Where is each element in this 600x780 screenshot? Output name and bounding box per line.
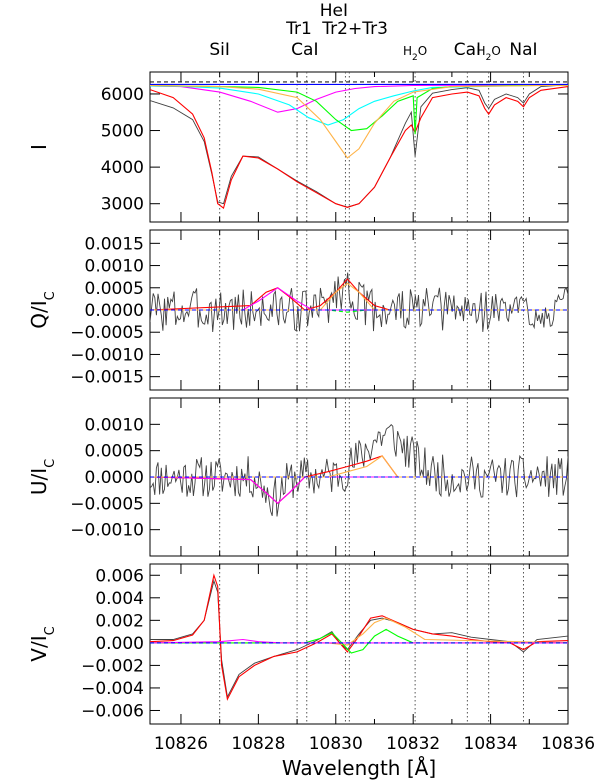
series-group — [150, 81, 568, 210]
series-observed-Q — [150, 272, 568, 333]
y-tick-label: 0.0005 — [85, 442, 144, 462]
series-observed-U — [150, 424, 568, 517]
y-tick-label: 0.004 — [95, 589, 144, 609]
y-tick-label: 0.0005 — [85, 279, 144, 299]
panel-I: 3000 4000 5000 6000 I — [27, 71, 569, 223]
y-tick-label: −0.0005 — [70, 494, 144, 514]
y-axis-label: Q/IC — [27, 291, 58, 328]
y-tick-label: −0.0005 — [70, 323, 144, 343]
y-axis-label: V/IC — [27, 626, 58, 661]
y-tick-label: −0.002 — [81, 656, 144, 676]
x-axis-label: Wavelength [Å] — [282, 756, 436, 780]
x-tick-label-3: 10832 — [386, 734, 440, 754]
y-tick-label: −0.0010 — [70, 345, 144, 365]
y-tick-label: −0.004 — [81, 679, 144, 699]
series-component-green-V — [150, 628, 568, 654]
series-component-magenta-I — [150, 84, 568, 113]
y-tick-label: 5000 — [101, 122, 144, 142]
y-tick-label: 6000 — [101, 85, 144, 105]
x-tick-label-0: 10826 — [154, 734, 208, 754]
series-group — [150, 424, 568, 517]
line-label-1: HeI — [320, 1, 348, 21]
series-observed-V — [150, 579, 568, 699]
line-label-3: Tr2+Tr3 — [321, 19, 388, 39]
y-axis-label: I — [27, 144, 51, 150]
y-tick-label: 0.0010 — [85, 257, 144, 277]
y-tick-label: −0.0010 — [70, 521, 144, 541]
y-tick-label: 0.0010 — [85, 415, 144, 435]
x-tick-label-1: 10828 — [231, 734, 285, 754]
x-tick-label-2: 10830 — [309, 734, 363, 754]
series-component-green-Q — [150, 309, 568, 313]
series-component-magenta-V — [150, 638, 568, 644]
y-tick-label: 0.002 — [95, 611, 144, 631]
line-label-8: NaI — [509, 40, 537, 60]
panel-frame — [149, 71, 569, 223]
y-tick-label: 4000 — [101, 158, 144, 178]
series-fit-I — [150, 86, 568, 210]
x-tick-label-4: 10834 — [464, 734, 518, 754]
y-tick-label: 0.006 — [95, 566, 144, 586]
panel-frame — [149, 563, 569, 725]
line-label-2: Tr1 — [285, 19, 312, 39]
y-tick-label: 0.0015 — [85, 234, 144, 254]
y-tick-label: 0.0000 — [85, 468, 144, 488]
series-observed-I — [150, 84, 568, 208]
panel-U: −0.0010 −0.0005 0.0000 0.0005 0.0010 U/IC — [27, 397, 569, 557]
line-label-7: H2O — [477, 44, 501, 63]
y-tick-label: −0.006 — [81, 701, 144, 721]
y-axis-label: U/IC — [27, 459, 58, 495]
series-fit-Q — [150, 278, 568, 311]
line-label-6: CaI — [454, 40, 481, 60]
y-tick-label: 0.000 — [95, 634, 144, 654]
line-label-0: SiI — [209, 40, 230, 60]
series-component-cyan-I — [150, 84, 568, 126]
series-component-green-I — [150, 84, 568, 135]
y-tick-label: 3000 — [101, 195, 144, 215]
y-tick-label: 0.0000 — [85, 301, 144, 321]
x-tick-label-5: 10836 — [541, 734, 595, 754]
series-component-orange-V — [150, 617, 568, 646]
series-group — [150, 272, 568, 333]
line-label-4: CaI — [291, 40, 318, 60]
y-tick-label: −0.0015 — [70, 368, 144, 388]
series-group — [150, 573, 568, 701]
line-label-5: H2O — [403, 44, 427, 63]
series-component-orange-I — [150, 84, 568, 159]
